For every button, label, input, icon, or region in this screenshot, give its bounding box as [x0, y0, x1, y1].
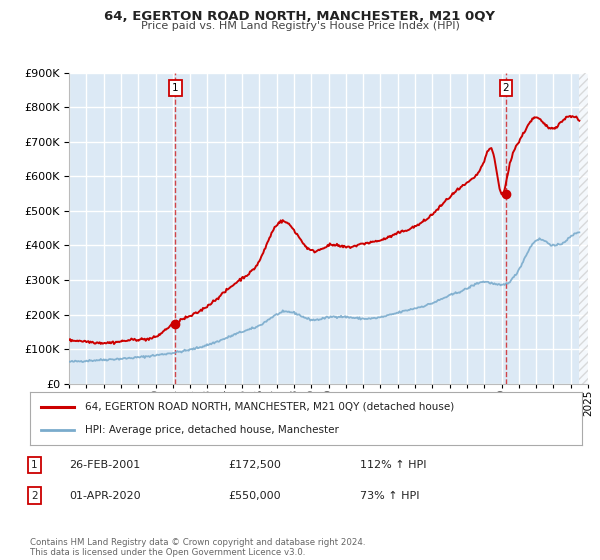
Text: 1: 1: [31, 460, 38, 470]
Text: HPI: Average price, detached house, Manchester: HPI: Average price, detached house, Manc…: [85, 425, 339, 435]
Text: 2: 2: [31, 491, 38, 501]
Text: 2: 2: [503, 83, 509, 94]
Text: 64, EGERTON ROAD NORTH, MANCHESTER, M21 0QY (detached house): 64, EGERTON ROAD NORTH, MANCHESTER, M21 …: [85, 402, 454, 412]
Text: 1: 1: [172, 83, 179, 94]
Text: 26-FEB-2001: 26-FEB-2001: [69, 460, 140, 470]
Text: 73% ↑ HPI: 73% ↑ HPI: [360, 491, 419, 501]
Text: Price paid vs. HM Land Registry's House Price Index (HPI): Price paid vs. HM Land Registry's House …: [140, 21, 460, 31]
Text: 64, EGERTON ROAD NORTH, MANCHESTER, M21 0QY: 64, EGERTON ROAD NORTH, MANCHESTER, M21 …: [104, 10, 496, 22]
Text: £172,500: £172,500: [228, 460, 281, 470]
Text: 01-APR-2020: 01-APR-2020: [69, 491, 140, 501]
Text: £550,000: £550,000: [228, 491, 281, 501]
Bar: [580, 73, 588, 384]
Text: Contains HM Land Registry data © Crown copyright and database right 2024.
This d: Contains HM Land Registry data © Crown c…: [30, 538, 365, 557]
Text: 112% ↑ HPI: 112% ↑ HPI: [360, 460, 427, 470]
